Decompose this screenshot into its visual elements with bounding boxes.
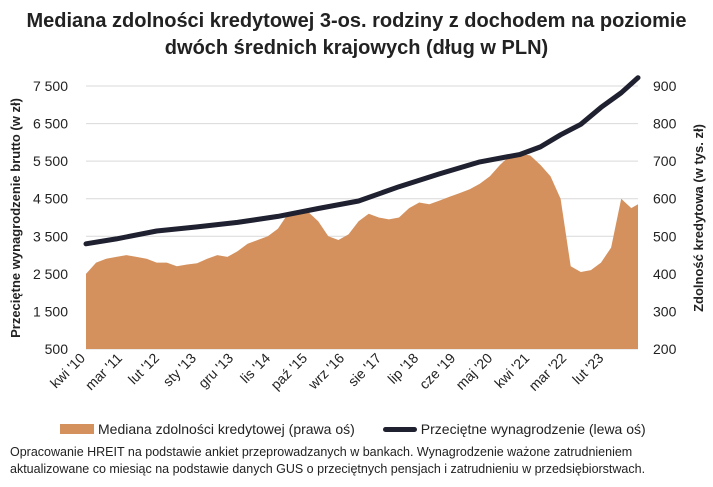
right-tick-label: 700 (653, 153, 677, 169)
right-tick-label: 200 (653, 341, 677, 357)
right-tick-label: 800 (653, 116, 677, 132)
left-tick-label: 7 500 (33, 78, 68, 94)
right-tick-label: 300 (653, 303, 677, 319)
x-tick-label: lut '12 (125, 350, 163, 388)
x-tick-label: sty '13 (160, 350, 200, 390)
left-tick-label: 6 500 (33, 116, 68, 132)
x-tick-label: kwi '21 (491, 350, 532, 391)
x-tick-label: mar '22 (525, 350, 569, 394)
left-tick-label: 3 500 (33, 228, 68, 244)
x-tick-label: mar '11 (82, 350, 125, 393)
legend: Mediana zdolności kredytowej (prawa oś) … (60, 421, 646, 437)
right-tick-label: 500 (653, 228, 677, 244)
left-axis-title: Przeciętne wynagrodzenie brutto (w zł) (8, 98, 23, 338)
left-tick-label: 5 500 (33, 153, 68, 169)
right-axis-title: Zdolność kredytowa (w tys. zł) (691, 124, 706, 312)
chart-title-line-2: dwóch średnich krajowych (dług w PLN) (164, 37, 549, 59)
x-tick-label: lut '23 (569, 350, 607, 388)
chart-canvas: 500 1 500 2 500 3 500 4 500 5 500 6 500 7 500 2… (8, 75, 706, 394)
source-note-line-1: Opracowanie HREIT na podstawie ankiet pr… (10, 445, 633, 459)
right-axis-ticks: 200 300 400 500 600 700 800 900 (653, 78, 677, 357)
x-tick-label: wrz '16 (304, 350, 347, 393)
left-tick-label: 1 500 (33, 303, 68, 319)
chart-title: Mediana zdolności kredytowej 3-os. rodzi… (0, 8, 713, 62)
right-tick-label: 900 (653, 78, 677, 94)
left-tick-label: 2 500 (33, 266, 68, 282)
source-note-line-2: aktualizowane co miesiąc na podstawie da… (10, 462, 646, 476)
legend-area-swatch (60, 424, 94, 434)
line-series-layer (83, 75, 641, 247)
source-note: Opracowanie HREIT na podstawie ankiet pr… (10, 444, 710, 478)
legend-area-label: Mediana zdolności kredytowej (prawa oś) (98, 421, 355, 437)
x-tick-label: paź '15 (267, 350, 310, 393)
x-tick-label: maj '20 (452, 350, 495, 393)
legend-line-label: Przeciętne wynagrodzenie (lewa oś) (420, 421, 646, 437)
left-axis-ticks: 500 1 500 2 500 3 500 4 500 5 500 6 500 7 500 (33, 78, 68, 357)
left-tick-label: 500 (45, 341, 69, 357)
area-series-capacity (86, 153, 638, 349)
area-series-layer (86, 153, 638, 349)
right-tick-label: 400 (653, 266, 677, 282)
x-tick-label: sie '17 (345, 350, 385, 390)
line-series-salary (83, 75, 641, 247)
x-tick-label: cze '19 (416, 350, 459, 393)
legend-line-swatch (382, 426, 417, 432)
left-tick-label: 4 500 (33, 191, 68, 207)
right-tick-label: 600 (653, 191, 677, 207)
x-tick-label: gru '13 (195, 350, 236, 391)
chart-title-line-1: Mediana zdolności kredytowej 3-os. rodzi… (26, 10, 687, 32)
